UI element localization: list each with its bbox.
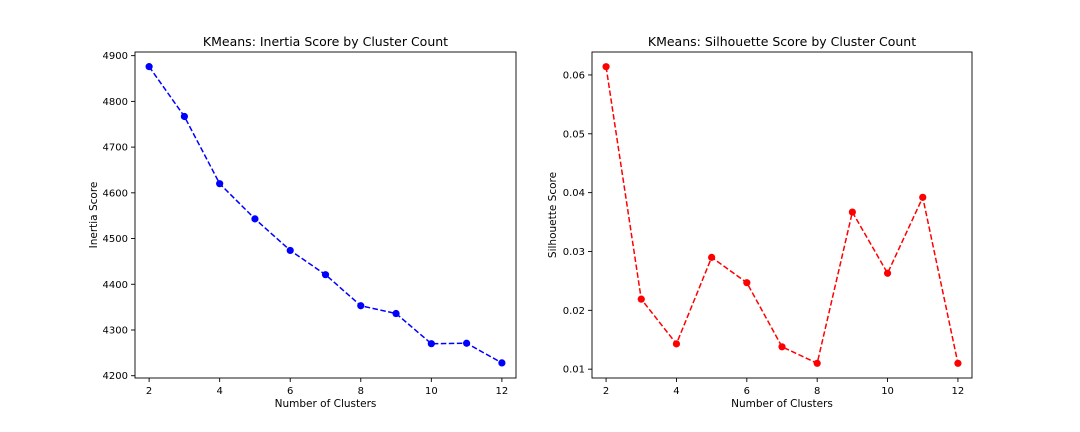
silhouette-x-tick-label: 2: [603, 386, 609, 397]
silhouette-chart: KMeans: Silhouette Score by Cluster Coun…: [547, 34, 973, 410]
silhouette-x-axis-label: Number of Clusters: [731, 398, 833, 410]
silhouette-x-tick-label: 4: [673, 386, 679, 397]
silhouette-data-point: [919, 193, 927, 201]
inertia-data-point: [145, 63, 153, 71]
inertia-y-tick-label: 4700: [103, 143, 128, 154]
inertia-x-axis-label: Number of Clusters: [275, 398, 377, 410]
inertia-data-point: [286, 246, 294, 255]
silhouette-x-tick-label: 8: [814, 386, 820, 397]
silhouette-data-point: [954, 359, 962, 367]
inertia-data-point: [498, 359, 506, 367]
silhouette-x-tick-label: 6: [744, 386, 750, 397]
inertia-y-tick-label: 4300: [103, 325, 128, 336]
inertia-data-point: [216, 180, 224, 188]
inertia-x-tick-label: 6: [287, 386, 293, 397]
inertia-x-tick-label: 4: [216, 386, 222, 397]
inertia-data-point: [321, 271, 330, 279]
inertia-chart-title: KMeans: Inertia Score by Cluster Count: [203, 34, 448, 49]
inertia-data-point: [357, 302, 365, 310]
silhouette-y-tick-label: 0.04: [563, 188, 585, 199]
silhouette-data-point: [848, 208, 856, 216]
inertia-data-point: [427, 340, 435, 348]
inertia-y-tick-label: 4800: [103, 97, 128, 108]
silhouette-chart-title: KMeans: Silhouette Score by Cluster Coun…: [648, 34, 916, 49]
silhouette-x-tick-label: 12: [952, 386, 965, 397]
inertia-data-point: [180, 112, 188, 121]
silhouette-data-point: [883, 269, 892, 277]
silhouette-data-point: [602, 63, 610, 71]
inertia-y-tick-label: 4600: [103, 188, 128, 199]
inertia-data-point: [392, 309, 400, 318]
silhouette-data-point: [672, 340, 681, 348]
inertia-axes-frame: [134, 51, 517, 379]
silhouette-data-point: [778, 343, 786, 351]
silhouette-data-point: [637, 295, 645, 303]
silhouette-y-tick-label: 0.02: [563, 306, 585, 317]
silhouette-data-point: [813, 359, 821, 367]
silhouette-series-line: [605, 66, 959, 365]
inertia-x-tick-label: 2: [146, 386, 152, 397]
inertia-y-tick-label: 4900: [103, 51, 128, 62]
silhouette-x-tick-label: 10: [881, 386, 894, 397]
inertia-x-tick-label: 10: [425, 386, 438, 397]
silhouette-plot-area: 2 4 6 8 10 12 0.01 0.02 0.03 0.04 0.05 0.06: [563, 51, 973, 397]
inertia-y-tick-label: 4400: [103, 280, 128, 291]
inertia-x-tick-label: 8: [358, 386, 364, 397]
silhouette-y-axis-label: Silhouette Score: [547, 172, 559, 258]
silhouette-y-tick-label: 0.01: [563, 365, 585, 376]
inertia-data-point: [463, 339, 471, 347]
inertia-y-tick-label: 4200: [103, 371, 128, 382]
silhouette-y-tick-label: 0.05: [563, 129, 585, 140]
inertia-x-tick-label: 12: [496, 386, 509, 397]
silhouette-axes-frame: [591, 51, 973, 379]
silhouette-data-point: [708, 253, 716, 261]
silhouette-data-point: [743, 279, 751, 287]
inertia-plot-area: 2 4 6 8 10 12 4200 4300 4400 4500 4600 4700 4800 4900: [103, 51, 517, 397]
inertia-data-point: [251, 215, 259, 223]
inertia-chart: KMeans: Inertia Score by Cluster Count N…: [88, 34, 517, 410]
silhouette-y-tick-label: 0.03: [563, 247, 585, 258]
inertia-y-tick-label: 4500: [103, 234, 128, 245]
inertia-y-axis-label: Inertia Score: [88, 182, 100, 249]
silhouette-y-tick-label: 0.06: [563, 70, 585, 81]
